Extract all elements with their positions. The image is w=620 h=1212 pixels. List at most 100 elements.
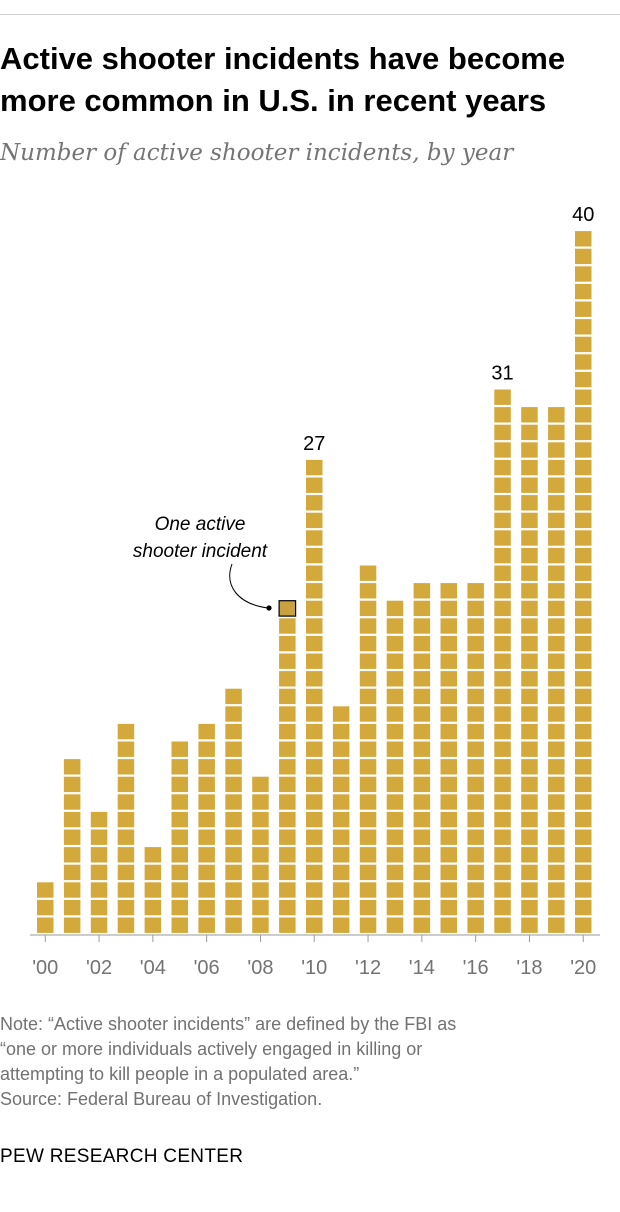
unit-square (225, 759, 242, 775)
annotation-text: One active (155, 514, 246, 535)
unit-square (494, 741, 511, 757)
unit-square (494, 424, 511, 441)
unit-square (198, 811, 215, 828)
bar-2011 (332, 706, 350, 933)
unit-square (37, 882, 54, 898)
unit-square (575, 389, 592, 405)
unit-square (198, 794, 215, 810)
unit-square (225, 723, 242, 740)
unit-square (306, 653, 323, 669)
unit-square (521, 512, 538, 529)
unit-square (575, 723, 592, 740)
x-tick-label: '02 (86, 957, 112, 979)
unit-square (144, 899, 162, 916)
unit-square (548, 688, 565, 705)
unit-square (252, 882, 269, 898)
unit-square (332, 811, 350, 828)
unit-square (494, 583, 511, 599)
unit-square (575, 530, 592, 546)
unit-square (386, 811, 404, 828)
bar-2000 (37, 882, 54, 933)
unit-square (63, 829, 81, 845)
unit-square (521, 741, 538, 757)
unit-square (494, 618, 511, 634)
bar-2012 (359, 565, 377, 933)
unit-square (575, 248, 592, 265)
x-tick-label: '12 (355, 957, 381, 979)
unit-square (575, 319, 592, 335)
unit-square (171, 794, 188, 810)
unit-square (306, 512, 323, 529)
unit-square (440, 811, 457, 828)
unit-square (548, 635, 565, 652)
unit-square (467, 794, 484, 810)
unit-square (386, 776, 404, 793)
data-label: 31 (491, 362, 513, 384)
unit-square (548, 759, 565, 775)
unit-square (413, 618, 431, 634)
unit-square (494, 477, 511, 493)
bar-2017 (494, 389, 511, 933)
unit-square (548, 512, 565, 529)
unit-square (548, 776, 565, 793)
unit-square (521, 847, 538, 863)
unit-square (548, 407, 565, 423)
unit-square (440, 864, 457, 881)
bar-2014 (413, 583, 431, 933)
unit-square (171, 759, 188, 775)
unit-square (494, 688, 511, 705)
unit-square (332, 741, 350, 757)
unit-square (279, 882, 296, 898)
unit-square (413, 635, 431, 652)
unit-square (279, 899, 296, 916)
unit-square (279, 688, 296, 705)
unit-square (575, 776, 592, 793)
unit-square (575, 618, 592, 634)
unit-square (37, 899, 54, 916)
unit-square (440, 899, 457, 916)
unit-square (440, 917, 457, 933)
unit-square (306, 495, 323, 511)
unit-square (575, 794, 592, 810)
unit-square (548, 459, 565, 476)
unit-square (332, 776, 350, 793)
unit-square (440, 583, 457, 599)
unit-square (494, 600, 511, 617)
unit-square (332, 759, 350, 775)
unit-square (279, 618, 296, 634)
unit-square (413, 706, 431, 722)
unit-square (494, 864, 511, 881)
unit-square (494, 459, 511, 476)
annotation-leader-line (229, 563, 269, 609)
unit-square (521, 917, 538, 933)
unit-square (467, 759, 484, 775)
unit-square (306, 547, 323, 564)
unit-square (198, 847, 215, 863)
unit-square (63, 917, 81, 933)
unit-square (575, 671, 592, 687)
unit-square (575, 917, 592, 933)
top-rule (0, 14, 620, 15)
unit-square (279, 759, 296, 775)
unit-square (575, 407, 592, 423)
unit-square (575, 231, 592, 247)
unit-square (494, 407, 511, 423)
unit-square (440, 741, 457, 757)
unit-square (306, 565, 323, 581)
unit-square (332, 723, 350, 740)
unit-square (413, 882, 431, 898)
unit-square (440, 618, 457, 634)
unit-square (306, 776, 323, 793)
unit-square (467, 847, 484, 863)
unit-square (63, 776, 81, 793)
unit-square (332, 899, 350, 916)
unit-square (575, 283, 592, 300)
unit-square (117, 882, 135, 898)
unit-square (144, 882, 162, 898)
unit-square (494, 565, 511, 581)
unit-square (467, 917, 484, 933)
unit-square (413, 671, 431, 687)
unit-square (548, 495, 565, 511)
unit-square (279, 794, 296, 810)
unit-square (198, 882, 215, 898)
